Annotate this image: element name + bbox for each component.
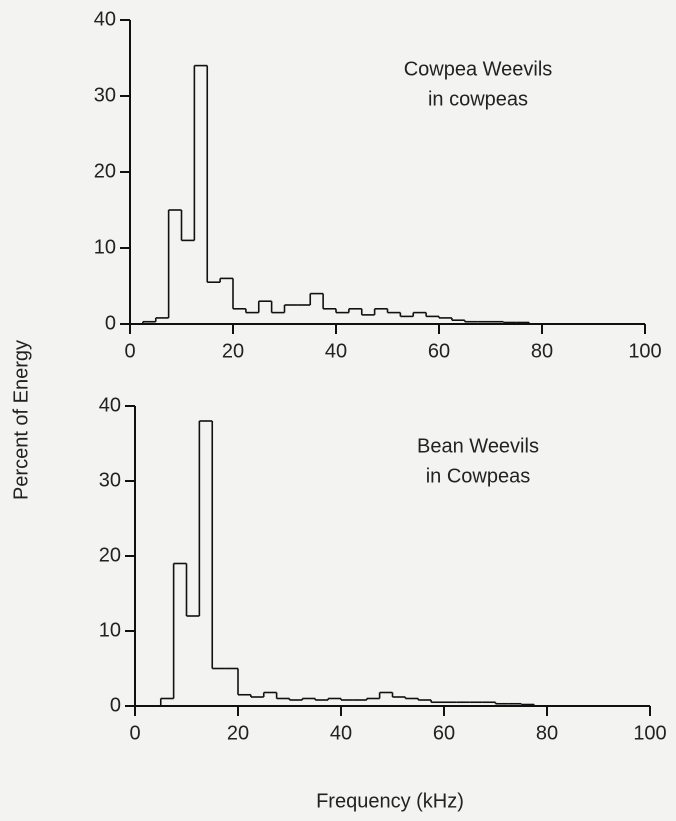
annotation: in Cowpeas bbox=[426, 465, 531, 487]
y-tick-label: 10 bbox=[99, 619, 121, 641]
y-axis-label: Percent of Energy bbox=[10, 340, 32, 500]
x-tick-label: 0 bbox=[129, 722, 140, 744]
x-tick-label: 100 bbox=[633, 722, 666, 744]
x-tick-label: 20 bbox=[227, 722, 249, 744]
x-tick-label: 100 bbox=[628, 340, 661, 362]
x-tick-label: 60 bbox=[433, 722, 455, 744]
y-tick-label: 0 bbox=[105, 312, 116, 334]
x-tick-label: 40 bbox=[325, 340, 347, 362]
y-tick-label: 40 bbox=[99, 394, 121, 416]
y-tick-label: 40 bbox=[94, 8, 116, 30]
annotation: Cowpea Weevils bbox=[404, 58, 553, 80]
x-tick-label: 40 bbox=[330, 722, 352, 744]
y-tick-label: 30 bbox=[99, 469, 121, 491]
y-tick-label: 20 bbox=[99, 544, 121, 566]
annotation: in cowpeas bbox=[428, 88, 528, 110]
y-tick-label: 20 bbox=[94, 160, 116, 182]
x-tick-label: 0 bbox=[124, 340, 135, 362]
y-tick-label: 10 bbox=[94, 236, 116, 258]
x-axis-label: Frequency (kHz) bbox=[316, 790, 464, 812]
x-tick-label: 60 bbox=[428, 340, 450, 362]
x-tick-label: 20 bbox=[222, 340, 244, 362]
annotation: Bean Weevils bbox=[417, 435, 539, 457]
y-tick-label: 30 bbox=[94, 84, 116, 106]
x-tick-label: 80 bbox=[531, 340, 553, 362]
x-tick-label: 80 bbox=[536, 722, 558, 744]
y-tick-label: 0 bbox=[110, 694, 121, 716]
